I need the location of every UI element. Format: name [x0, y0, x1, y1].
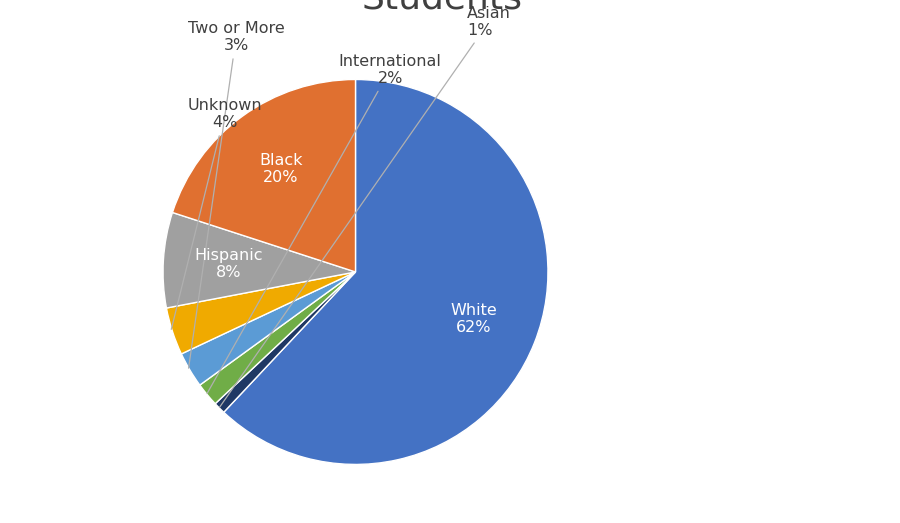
Text: Unknown
4%: Unknown 4%	[171, 98, 262, 329]
Text: International
2%: International 2%	[207, 54, 442, 393]
Text: Two or More
3%: Two or More 3%	[188, 21, 284, 368]
Text: Asian
1%: Asian 1%	[220, 6, 511, 407]
Wedge shape	[200, 272, 356, 404]
Text: Students: Students	[362, 0, 523, 16]
Text: Black
20%: Black 20%	[259, 153, 302, 185]
Wedge shape	[173, 79, 356, 272]
Wedge shape	[163, 212, 356, 308]
Wedge shape	[182, 272, 356, 385]
Text: White
62%: White 62%	[450, 302, 497, 335]
Wedge shape	[166, 272, 356, 354]
Wedge shape	[224, 79, 548, 464]
Wedge shape	[215, 272, 356, 412]
Text: Hispanic
8%: Hispanic 8%	[194, 248, 263, 280]
